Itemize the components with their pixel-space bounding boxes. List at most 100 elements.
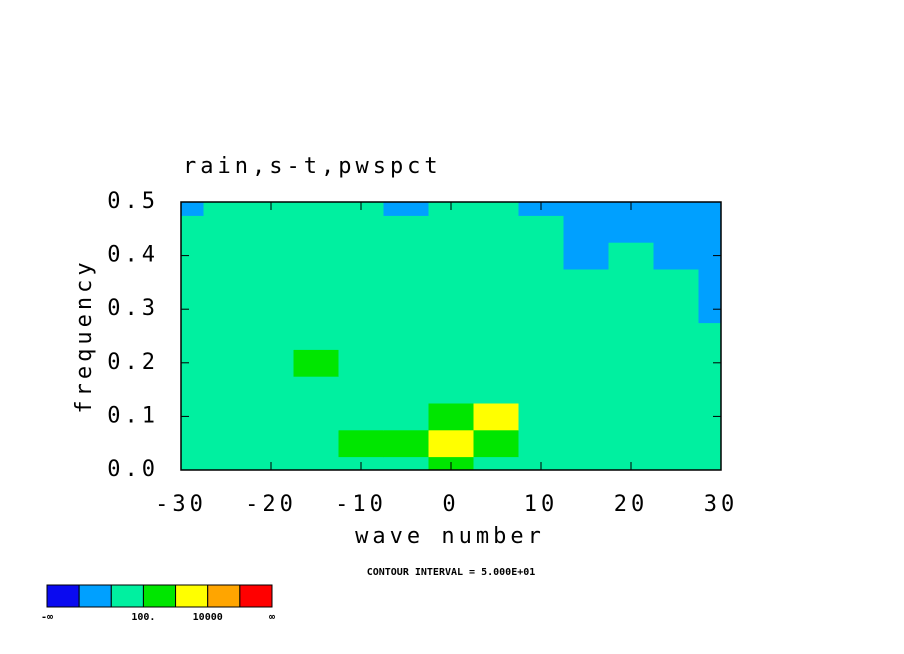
field-cell (181, 429, 204, 458)
field-cell (293, 403, 339, 431)
colorbar-swatch (142, 584, 177, 608)
field-cell (518, 429, 564, 458)
field-cell (428, 349, 474, 377)
field-cell (698, 295, 721, 324)
colorbar-swatch (175, 584, 209, 608)
field-cell (248, 242, 294, 270)
field-cell (383, 242, 429, 270)
field-cell (428, 269, 474, 297)
field-cell (698, 403, 721, 431)
field-cell (338, 242, 384, 270)
field-cell (473, 456, 519, 470)
field-cell (181, 322, 204, 350)
field-cell (473, 376, 519, 404)
field-cell (338, 295, 384, 324)
field-cell (428, 403, 474, 431)
field-cell (653, 322, 699, 350)
colorbar-label: -∞ (41, 612, 53, 623)
field-cell (203, 215, 249, 243)
x-tick-label: -20 (245, 492, 297, 517)
field-cell (653, 242, 699, 270)
field-cell (248, 429, 294, 458)
field-cell (563, 456, 609, 470)
field-cell (293, 215, 339, 243)
field-cell (338, 429, 384, 458)
field-cell (653, 349, 699, 377)
field-cell (653, 429, 699, 458)
field-cell (698, 242, 721, 270)
field-cell (203, 242, 249, 270)
field-cell (293, 269, 339, 297)
field-cell (653, 202, 699, 216)
field-cell (428, 376, 474, 404)
field-cell (473, 242, 519, 270)
field-cell (608, 322, 654, 350)
field-cell (338, 403, 384, 431)
field-cell (383, 202, 429, 216)
field-cell (181, 242, 204, 270)
x-tick-label: 20 (614, 492, 649, 517)
field-cell (181, 456, 204, 470)
field-cell (383, 295, 429, 324)
field-cell (473, 295, 519, 324)
field-cell (608, 376, 654, 404)
field-cell (293, 322, 339, 350)
field-cell (181, 269, 204, 297)
field-cell (338, 269, 384, 297)
field-cell (338, 215, 384, 243)
field-cell (563, 295, 609, 324)
field-cell (698, 456, 721, 470)
field-cell (698, 376, 721, 404)
field-cell (181, 295, 204, 324)
field-cell (608, 403, 654, 431)
field-cell (563, 269, 609, 297)
field-cell (608, 295, 654, 324)
field-cell (518, 269, 564, 297)
colorbar-label: 100. (131, 612, 155, 623)
field-cell (181, 202, 204, 216)
field-cell (653, 376, 699, 404)
x-tick-label: 10 (524, 492, 559, 517)
field-cell (698, 322, 721, 350)
field-cell (518, 403, 564, 431)
colorbar-swatch (78, 584, 112, 608)
field-cell (428, 295, 474, 324)
field-cell (293, 202, 339, 216)
field-cell (563, 242, 609, 270)
field-cell (473, 215, 519, 243)
field-cell (473, 202, 519, 216)
field-cell (248, 403, 294, 431)
field-cell (698, 349, 721, 377)
field-cell (203, 403, 249, 431)
field-cell (248, 269, 294, 297)
field-cell (203, 269, 249, 297)
field-cell (473, 322, 519, 350)
y-tick-label: 0.1 (107, 403, 159, 428)
field-cell (653, 269, 699, 297)
field-cell (248, 295, 294, 324)
field-cell (293, 242, 339, 270)
chart-title: rain,s-t,pwspct (183, 154, 442, 179)
field-cell (383, 269, 429, 297)
field-cell (383, 403, 429, 431)
field-cell (383, 456, 429, 470)
y-tick-label: 0.5 (107, 189, 159, 214)
field-cell (518, 349, 564, 377)
field-cell (203, 322, 249, 350)
x-tick-label: 30 (704, 492, 739, 517)
field-cell (563, 349, 609, 377)
field-cell (203, 349, 249, 377)
field-cell (181, 215, 204, 243)
y-tick-label: 0.4 (107, 243, 159, 268)
colorbar-swatch (110, 584, 144, 608)
field-cell (518, 295, 564, 324)
field-cell (563, 322, 609, 350)
field-cell (181, 349, 204, 377)
field-cell (653, 215, 699, 243)
field-cell (203, 456, 249, 470)
field-cell (698, 269, 721, 297)
field-cell (518, 376, 564, 404)
field-cell (698, 215, 721, 243)
field-cell (293, 295, 339, 324)
